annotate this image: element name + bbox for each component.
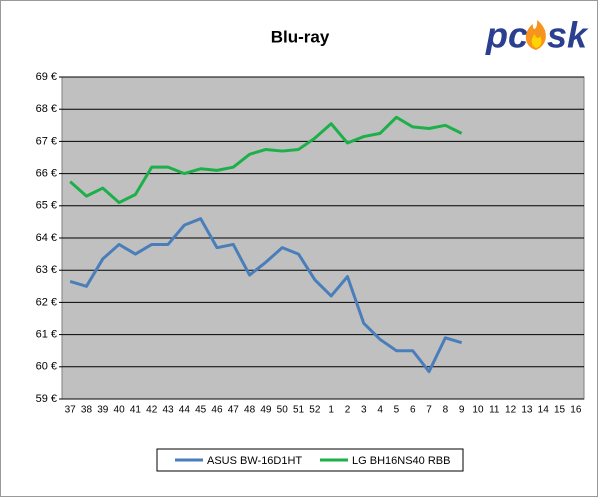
y-tick-label: 64 € [36, 232, 57, 244]
x-tick-label: 6 [410, 405, 416, 416]
x-tick-label: 9 [459, 405, 465, 416]
x-tick-label: 44 [179, 405, 191, 416]
x-tick-label: 11 [489, 405, 500, 416]
x-tick-label: 12 [505, 405, 517, 416]
y-tick-label: 66 € [36, 168, 57, 180]
y-tick-label: 63 € [36, 264, 57, 276]
x-tick-label: 47 [228, 405, 240, 416]
x-tick-label: 4 [377, 405, 383, 416]
legend [156, 448, 464, 472]
y-tick-label: 65 € [36, 200, 57, 212]
x-tick-label: 1 [328, 405, 334, 416]
x-tick-label: 13 [521, 405, 533, 416]
y-tick-label: 68 € [36, 103, 57, 115]
chart-title: Blu-ray [271, 27, 330, 46]
logo: pc sk [485, 15, 589, 56]
y-tick-label: 61 € [36, 329, 57, 341]
x-tick-label: 50 [277, 405, 289, 416]
x-tick-label: 38 [81, 405, 93, 416]
x-tick-label: 39 [97, 405, 109, 416]
y-tick-label: 60 € [36, 361, 57, 373]
x-tick-label: 48 [244, 405, 256, 416]
x-tick-label: 8 [443, 405, 449, 416]
logo-text: sk [547, 15, 589, 56]
x-tick-label: 14 [538, 405, 550, 416]
x-tick-label: 45 [195, 405, 207, 416]
x-tick-label: 46 [211, 405, 223, 416]
x-tick-label: 40 [114, 405, 126, 416]
x-tick-label: 3 [361, 405, 367, 416]
x-tick-label: 16 [570, 405, 582, 416]
x-tick-label: 43 [162, 405, 174, 416]
y-tick-label: 69 € [36, 71, 57, 83]
logo-flame-inner [531, 34, 542, 48]
x-tick-label: 7 [426, 405, 432, 416]
x-tick-label: 10 [472, 405, 484, 416]
line [69, 115, 463, 205]
y-tick-label: 67 € [36, 135, 57, 147]
x-tick-label: 52 [309, 405, 321, 416]
legend-label: ASUS BW-16D1HT [207, 455, 302, 467]
logo-text: pc [485, 15, 528, 56]
x-tick-label: 5 [394, 405, 400, 416]
x-tick-label: 2 [345, 405, 351, 416]
x-tick-label: 37 [65, 405, 77, 416]
line [69, 217, 463, 374]
x-tick-label: 51 [293, 405, 305, 416]
x-tick-label: 15 [554, 405, 566, 416]
x-tick-label: 42 [146, 405, 158, 416]
y-tick-label: 59 € [36, 393, 57, 405]
x-tick-label: 49 [260, 405, 272, 416]
legend-label: LG BH16NS40 RBB [352, 455, 450, 467]
y-tick-label: 62 € [36, 296, 57, 308]
x-tick-label: 41 [130, 405, 142, 416]
